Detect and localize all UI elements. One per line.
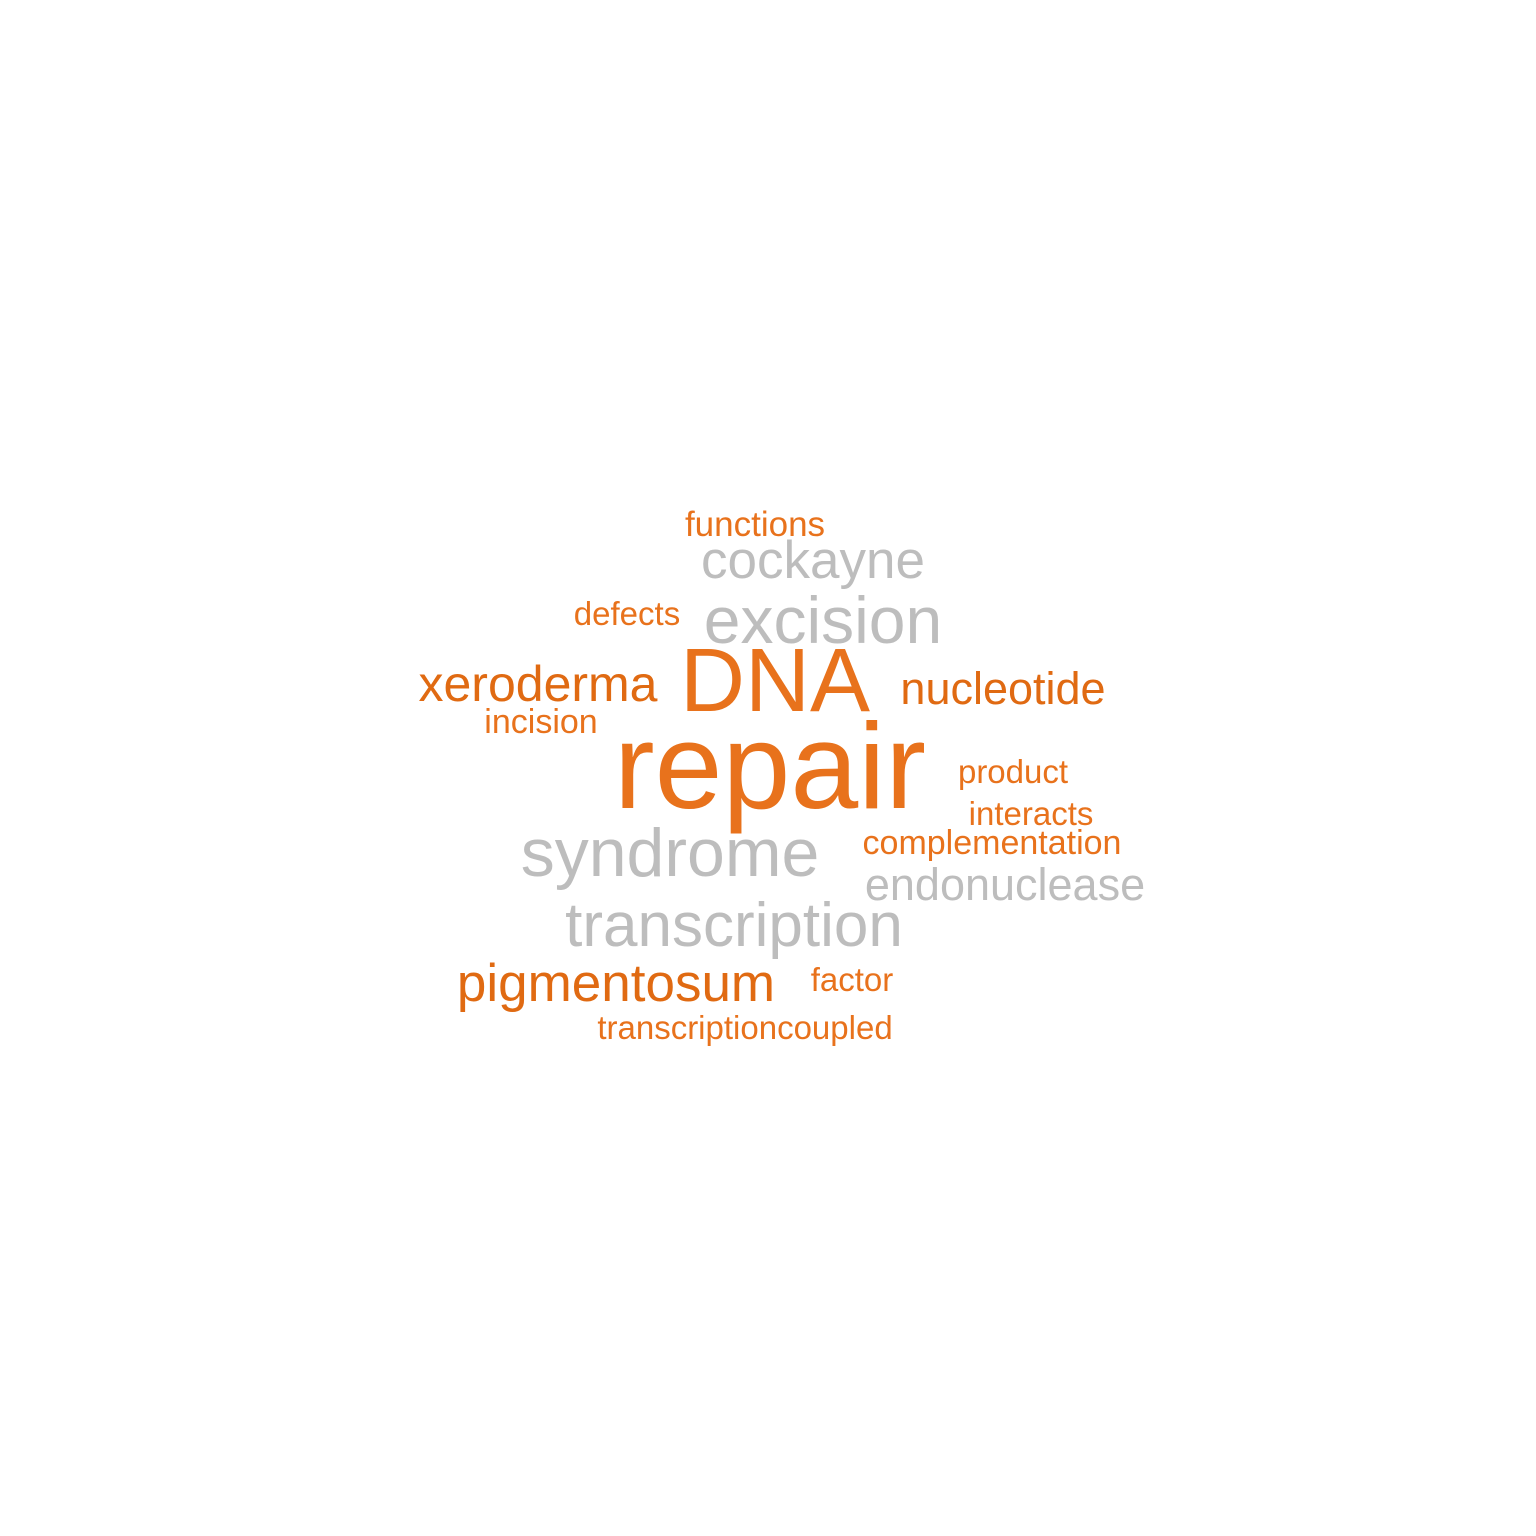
word-transcription: transcription xyxy=(565,891,903,960)
word-dna: DNA xyxy=(679,631,871,731)
word-endonuclease: endonuclease xyxy=(864,859,1146,910)
word-functions: functions xyxy=(684,505,826,544)
word-syndrome: syndrome xyxy=(520,815,820,891)
word-transcriptioncoupled: transcriptioncoupled xyxy=(597,1009,893,1046)
word-interacts: interacts xyxy=(968,795,1094,832)
word-incision: incision xyxy=(484,703,598,741)
word-factor: factor xyxy=(810,961,894,998)
word-excision: excision xyxy=(703,583,943,657)
word-nucleotide: nucleotide xyxy=(900,663,1106,714)
word-complementation: complementation xyxy=(862,824,1122,862)
word-pigmentosum: pigmentosum xyxy=(456,954,776,1013)
word-cockayne: cockayne xyxy=(701,531,925,590)
word-product: product xyxy=(957,753,1069,790)
word-xeroderma: xeroderma xyxy=(418,656,658,712)
word-defects: defects xyxy=(573,595,681,632)
word-repair: repair xyxy=(614,698,926,834)
